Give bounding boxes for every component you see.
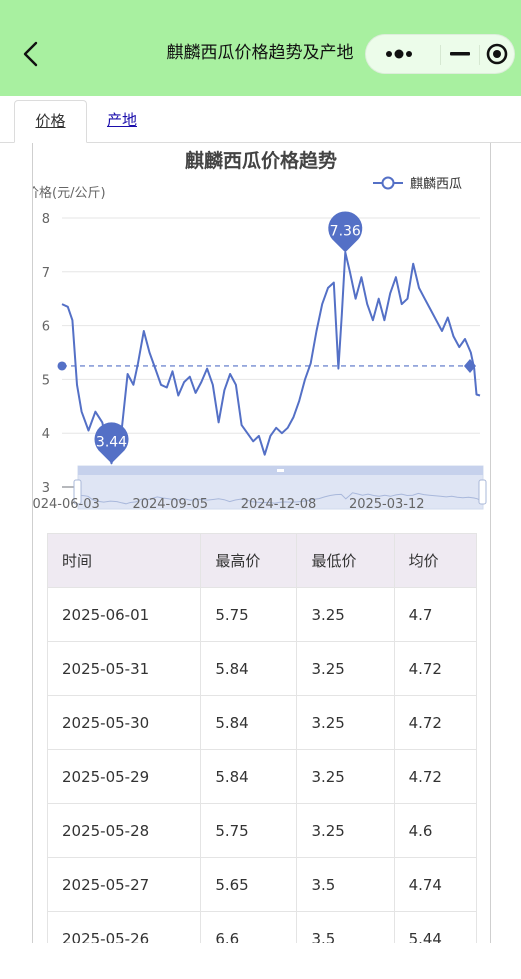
y-tick-label: 4 bbox=[42, 427, 50, 442]
cell-min: 3.5 bbox=[296, 857, 395, 912]
x-tick-label: 2024-06-03 bbox=[32, 497, 100, 512]
mark-point-label: 7.36 bbox=[330, 223, 361, 239]
x-tick-label: 2024-09-05 bbox=[132, 497, 208, 512]
cell-max: 5.65 bbox=[200, 857, 298, 912]
chart-title: 麒麟西瓜价格趋势 bbox=[185, 149, 337, 172]
average-line-start-marker bbox=[57, 361, 67, 371]
y-tick-label: 3 bbox=[42, 481, 50, 496]
header-avg-price: 均价 bbox=[393, 533, 478, 588]
cell-min: 3.25 bbox=[296, 641, 395, 696]
cell-max: 5.84 bbox=[200, 749, 298, 804]
header-time: 时间 bbox=[46, 533, 202, 588]
table-row: 2025-05-31 5.84 3.25 4.72 bbox=[46, 641, 478, 696]
cell-max: 5.75 bbox=[200, 803, 298, 858]
cell-time: 2025-06-01 bbox=[46, 587, 202, 642]
navbar: 麒麟西瓜价格趋势及产地 bbox=[0, 0, 521, 96]
table-row: 2025-05-27 5.65 3.5 4.74 bbox=[46, 857, 478, 912]
price-table: 时间 最高价 最低价 均价 2025-06-01 5.75 3.25 4.7 2… bbox=[46, 533, 478, 943]
zoom-handle-left bbox=[73, 479, 82, 505]
cell-avg: 4.6 bbox=[393, 803, 478, 858]
y-tick-label: 7 bbox=[42, 266, 50, 281]
cell-min: 3.5 bbox=[296, 911, 395, 943]
table-row: 2025-05-30 5.84 3.25 4.72 bbox=[46, 695, 478, 750]
cell-time: 2025-05-30 bbox=[46, 695, 202, 750]
mark-point-min bbox=[94, 422, 129, 464]
y-axis-label: 价格(元/公斤) bbox=[32, 185, 106, 201]
zoom-preview-line bbox=[77, 492, 483, 505]
page-title: 麒麟西瓜价格趋势及产地 bbox=[166, 43, 354, 63]
cell-min: 3.25 bbox=[296, 749, 395, 804]
table-header-row: 时间 最高价 最低价 均价 bbox=[46, 533, 478, 588]
price-table-wrap: 时间 最高价 最低价 均价 2025-06-01 5.75 3.25 4.7 2… bbox=[46, 533, 478, 943]
table-row: 2025-05-28 5.75 3.25 4.6 bbox=[46, 803, 478, 858]
x-tick-label: 2025-03-12 bbox=[349, 497, 425, 512]
content-panel: 麒麟西瓜价格趋势价格(元/公斤) 麒麟西瓜 3 4 5 6 7 8 7.36 3.44 2024-0… bbox=[32, 143, 491, 943]
cell-time: 2025-05-26 bbox=[46, 911, 202, 943]
mark-point-max bbox=[328, 211, 363, 253]
legend-label: 麒麟西瓜 bbox=[410, 176, 462, 192]
cell-max: 5.75 bbox=[200, 587, 298, 642]
average-line-end-marker bbox=[464, 358, 476, 373]
cell-avg: 4.72 bbox=[393, 749, 478, 804]
table-row: 2025-05-29 5.84 3.25 4.72 bbox=[46, 749, 478, 804]
cell-time: 2025-05-27 bbox=[46, 857, 202, 912]
minimize-icon[interactable] bbox=[441, 35, 479, 73]
cell-time: 2025-05-29 bbox=[46, 749, 202, 804]
header-max-price: 最高价 bbox=[200, 533, 298, 588]
cell-time: 2025-05-31 bbox=[46, 641, 202, 696]
cell-min: 3.25 bbox=[296, 695, 395, 750]
header-min-price: 最低价 bbox=[296, 533, 395, 588]
mini-program-capsule bbox=[365, 34, 515, 74]
cell-min: 3.25 bbox=[296, 803, 395, 858]
legend-marker bbox=[381, 176, 395, 190]
tab-price[interactable]: 价格 bbox=[14, 100, 87, 143]
cell-avg: 4.7 bbox=[393, 587, 478, 642]
close-capsule-icon[interactable] bbox=[480, 35, 516, 73]
more-options-icon[interactable] bbox=[366, 35, 440, 73]
cell-min: 3.25 bbox=[296, 587, 395, 642]
tab-origin[interactable]: 产地 bbox=[106, 111, 137, 129]
y-tick-label: 8 bbox=[42, 212, 50, 227]
y-tick-label: 5 bbox=[42, 373, 50, 388]
cell-avg: 4.72 bbox=[393, 641, 478, 696]
table-row: 2025-05-26 6.6 3.5 5.44 bbox=[46, 911, 478, 943]
back-arrow-icon[interactable] bbox=[18, 40, 46, 68]
cell-avg: 4.74 bbox=[393, 857, 478, 912]
series-line bbox=[61, 251, 481, 465]
zoom-grip bbox=[277, 469, 284, 472]
cell-max: 6.6 bbox=[200, 911, 298, 943]
cell-max: 5.84 bbox=[200, 695, 298, 750]
cell-max: 5.84 bbox=[200, 641, 298, 696]
cell-avg: 5.44 bbox=[393, 911, 478, 943]
x-tick-label: 2024-12-08 bbox=[241, 497, 317, 512]
tab-bar: 价格 产地 bbox=[0, 96, 521, 143]
zoom-handle-right bbox=[478, 479, 487, 505]
cell-time: 2025-05-28 bbox=[46, 803, 202, 858]
cell-avg: 4.72 bbox=[393, 695, 478, 750]
y-tick-label: 6 bbox=[42, 320, 50, 335]
mark-point-label: 3.44 bbox=[96, 434, 127, 450]
table-row: 2025-06-01 5.75 3.25 4.7 bbox=[46, 587, 478, 642]
